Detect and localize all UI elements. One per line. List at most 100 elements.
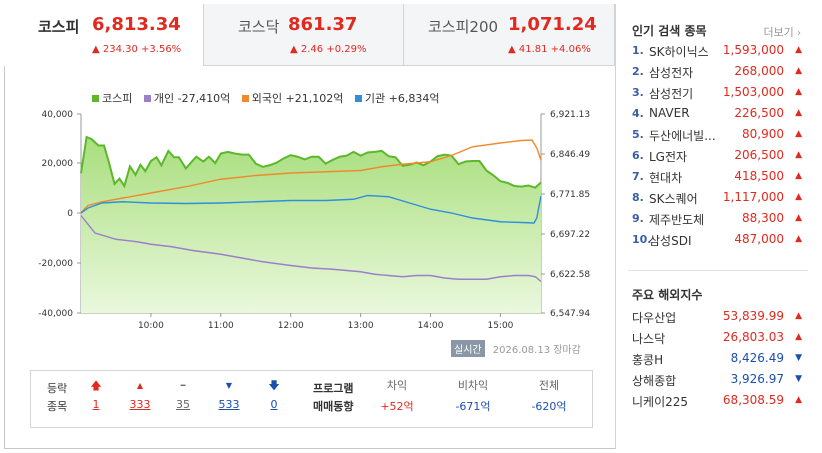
count-flat[interactable]: ━ 35 xyxy=(173,379,193,411)
count-value: 35 xyxy=(176,398,190,411)
index-name: 상해종합 xyxy=(632,374,677,388)
tab-change: ▲ 41.81 +4.06% xyxy=(508,44,591,55)
tab-value: 6,813.34 xyxy=(92,14,181,35)
legend-label: 기관 +6,834억 xyxy=(364,92,440,105)
x-tick-label: 13:00 xyxy=(348,321,374,331)
rank-number: 1. xyxy=(632,44,644,57)
program-value: -620억 xyxy=(531,400,567,413)
stats-label-updown: 등락 xyxy=(47,382,68,395)
stock-price: 1,503,000 xyxy=(722,85,784,99)
y-left-tick-label: -20,000 xyxy=(38,259,73,269)
popular-item[interactable]: 8. SK스퀘어 1,117,000 ▲ xyxy=(632,189,804,209)
realtime-button[interactable]: 실시간 xyxy=(451,340,485,357)
stock-price: 1,117,000 xyxy=(722,190,784,204)
popular-item[interactable]: 5. 두산에너빌... 80,900 ▲ xyxy=(632,126,804,146)
popular-item[interactable]: 6. LG전자 206,500 ▲ xyxy=(632,147,804,167)
down-icon: ▼ xyxy=(225,381,233,390)
flat-icon: ━ xyxy=(180,381,186,390)
legend-item: 기관 +6,834억 xyxy=(354,90,440,106)
world-index-item[interactable]: 상해종합 3,926.97 ▼ xyxy=(632,371,804,391)
world-index-item[interactable]: 다우산업 53,839.99 ▲ xyxy=(632,308,804,328)
world-index-item[interactable]: 니케이225 68,308.59 ▲ xyxy=(632,392,804,412)
market-stats: 등락 종목 🡅 1 ▲ 333 ━ 35 ▼ 533 🡇 0 프로그램 매매동향 차익 +5… xyxy=(30,370,593,428)
tab-kospi[interactable]: 코스피 6,813.34 ▲ 234.30 +3.56% xyxy=(4,4,204,66)
popular-item[interactable]: 3. 삼성전기 1,503,000 ▲ xyxy=(632,84,804,104)
up-arrow-icon: ▲ xyxy=(795,66,802,76)
stock-name: 현대차 xyxy=(649,171,683,185)
up-icon: ▲ xyxy=(136,381,144,390)
world-title: 주요 해외지수 xyxy=(632,288,703,302)
up-arrow-icon: ▲ xyxy=(795,395,802,405)
count-value: 0 xyxy=(270,398,278,411)
legend-item: 코스피 xyxy=(92,90,132,106)
count-value: 533 xyxy=(218,398,240,411)
rank-number: 6. xyxy=(632,149,644,162)
up-arrow-icon: ▲ xyxy=(795,234,802,244)
x-tick-label: 14:00 xyxy=(418,321,444,331)
tab-kosdaq[interactable]: 코스닥 861.37 ▲ 2.46 +0.29% xyxy=(204,4,404,66)
down-arrow-icon: ▼ xyxy=(795,374,802,384)
divider xyxy=(628,270,808,271)
tab-value: 861.37 xyxy=(288,14,358,35)
y-right-tick-label: 6,622.58 xyxy=(550,270,590,280)
y-left-tick-label: 0 xyxy=(67,209,73,219)
up-arrow-icon: ▲ xyxy=(795,129,802,139)
y-right-tick-label: 6,846.49 xyxy=(550,150,590,160)
stock-name: 삼성전기 xyxy=(649,87,694,101)
x-tick-label: 15:00 xyxy=(487,321,513,331)
index-value: 8,426.49 xyxy=(730,351,784,365)
popular-item[interactable]: 2. 삼성전자 268,000 ▲ xyxy=(632,63,804,83)
legend-label: 개인 -27,410억 xyxy=(153,92,231,105)
count-down[interactable]: ▼ 533 xyxy=(214,379,244,411)
stock-name: 삼성SDI xyxy=(649,234,692,248)
tab-value: 1,071.24 xyxy=(508,14,597,35)
stock-name: NAVER xyxy=(649,106,690,120)
market-time-text: 2026.08.13 장마감 xyxy=(492,345,581,356)
count-limit-down[interactable]: 🡇 0 xyxy=(264,379,284,411)
series-line-kospi xyxy=(80,135,542,189)
count-up[interactable]: ▲ 333 xyxy=(125,379,155,411)
rank-number: 4. xyxy=(632,107,644,120)
program-total: 전체 -620억 xyxy=(519,379,579,414)
up-arrow-icon: ▲ xyxy=(795,150,802,160)
world-index-item[interactable]: 홍콩H 8,426.49 ▼ xyxy=(632,350,804,370)
up-arrow-icon: ▲ xyxy=(795,311,802,321)
up-arrow-icon: ▲ xyxy=(795,45,802,55)
up-arrow-icon: ▲ xyxy=(795,108,802,118)
more-label: 더보기 xyxy=(763,26,794,39)
stock-price: 487,000 xyxy=(734,232,784,246)
count-value: 333 xyxy=(129,398,151,411)
popular-item[interactable]: 7. 현대차 418,500 ▲ xyxy=(632,168,804,188)
legend-label: 외국인 +21,102억 xyxy=(251,92,344,105)
popular-item[interactable]: 1. SK하이닉스 1,593,000 ▲ xyxy=(632,42,804,62)
stock-name: SK스퀘어 xyxy=(649,192,698,206)
series-line-individual xyxy=(80,215,542,283)
up-arrow-icon: ▲ xyxy=(795,332,802,342)
popular-item[interactable]: 9. 제주반도체 88,300 ▲ xyxy=(632,210,804,230)
count-limit-up[interactable]: 🡅 1 xyxy=(86,379,106,411)
series-line-institution xyxy=(80,194,542,224)
program-label: 프로그램 xyxy=(313,382,354,395)
y-left-tick-label: 40,000 xyxy=(42,110,74,120)
popular-item[interactable]: 10. 삼성SDI 487,000 ▲ xyxy=(632,231,804,251)
rank-number: 9. xyxy=(632,212,644,225)
stock-price: 1,593,000 xyxy=(722,43,784,57)
x-tick-label: 10:00 xyxy=(138,321,164,331)
stock-price: 80,900 xyxy=(742,127,784,141)
tab-kospi200[interactable]: 코스피200 1,071.24 ▲ 41.81 +4.06% xyxy=(404,4,615,66)
legend-label: 코스피 xyxy=(102,92,133,105)
up-arrow-icon: ▲ xyxy=(795,192,802,202)
index-name: 홍콩H xyxy=(632,353,664,367)
tab-change: ▲ 2.46 +0.29% xyxy=(290,44,367,55)
index-name: 다우산업 xyxy=(632,311,677,325)
y-left-tick-label: -40,000 xyxy=(38,309,73,319)
index-name: 니케이225 xyxy=(632,395,689,409)
program-head: 비차익 xyxy=(457,379,489,392)
y-right-tick-label: 6,921.13 xyxy=(550,110,590,120)
world-index-item[interactable]: 나스닥 26,803.03 ▲ xyxy=(632,329,804,349)
stock-price: 226,500 xyxy=(734,106,784,120)
legend-swatch xyxy=(354,95,362,102)
index-value: 53,839.99 xyxy=(722,309,784,323)
more-link[interactable]: 더보기 › xyxy=(763,24,801,40)
popular-item[interactable]: 4. NAVER 226,500 ▲ xyxy=(632,105,804,125)
